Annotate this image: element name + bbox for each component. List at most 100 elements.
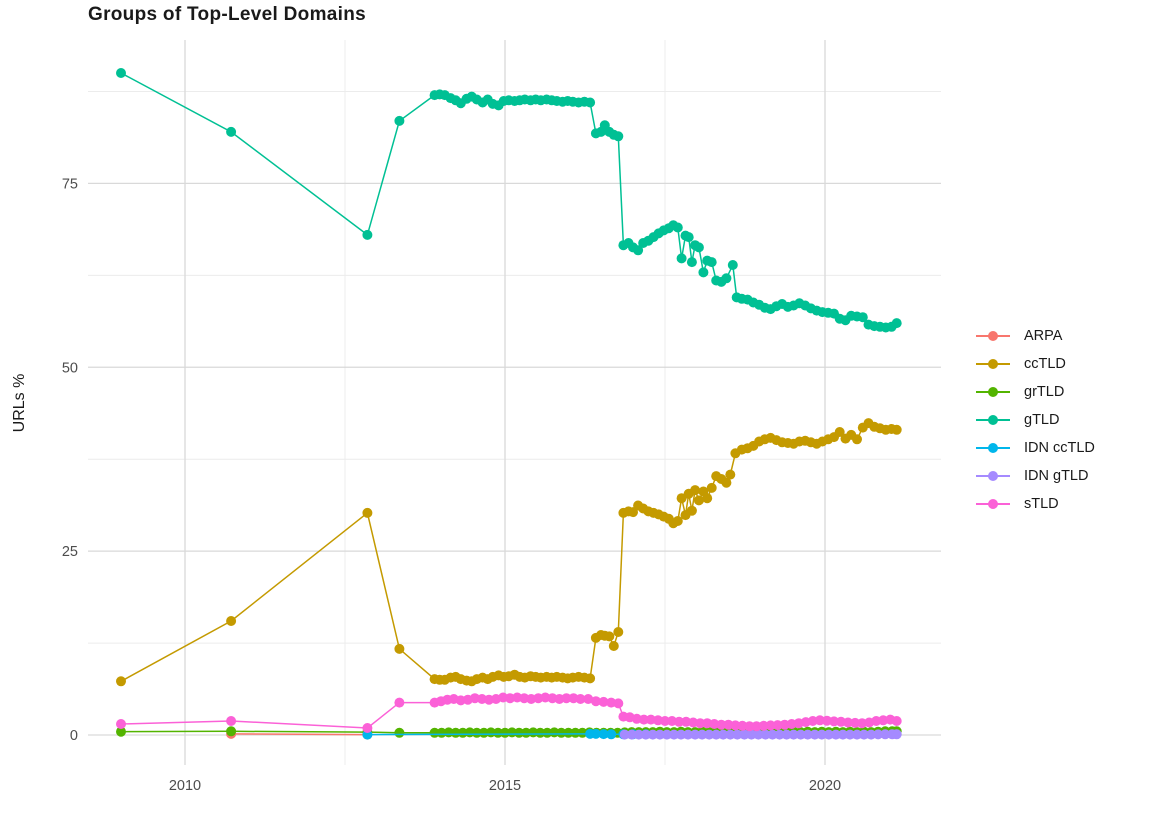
legend-key-icon bbox=[976, 358, 1010, 370]
y-tick-label: 75 bbox=[62, 176, 78, 192]
legend-key-icon bbox=[976, 498, 1010, 510]
data-point-stld bbox=[695, 718, 706, 729]
x-tick-label: 2010 bbox=[169, 778, 201, 794]
data-point-stld bbox=[116, 719, 126, 729]
data-point-stld bbox=[751, 721, 762, 732]
legend-item-grtld: grTLD bbox=[976, 378, 1095, 406]
x-tick-label: 2020 bbox=[809, 778, 841, 794]
data-point-idn-gtld bbox=[697, 729, 708, 740]
data-point-idn-gtld bbox=[866, 729, 877, 740]
data-point-gtld bbox=[362, 229, 373, 240]
data-point-idn-gtld bbox=[802, 729, 813, 740]
data-point-gtld bbox=[686, 257, 697, 268]
data-point-gtld bbox=[857, 312, 868, 323]
data-point-stld bbox=[850, 717, 861, 728]
legend-item-stld: sTLD bbox=[976, 490, 1095, 518]
x-tick-label: 2015 bbox=[489, 778, 521, 794]
data-point-idn-gtld bbox=[746, 729, 757, 740]
data-point-idn-gtld bbox=[669, 729, 679, 740]
series-arpa bbox=[226, 728, 373, 740]
data-point-stld bbox=[765, 720, 776, 731]
data-point-cctld bbox=[702, 493, 713, 504]
data-point-cctld bbox=[672, 516, 683, 526]
y-tick-label: 25 bbox=[62, 544, 78, 560]
data-point-gtld bbox=[676, 253, 687, 264]
data-point-stld bbox=[744, 721, 755, 732]
data-point-idn-gtld bbox=[661, 729, 672, 740]
data-point-gtld bbox=[698, 267, 709, 278]
data-point-gtld bbox=[683, 232, 694, 243]
data-point-idn-gtld bbox=[837, 729, 848, 740]
data-point-idn-gtld bbox=[732, 729, 743, 740]
data-point-idn-gtld bbox=[683, 729, 693, 740]
legend-item-gtld: gTLD bbox=[976, 406, 1095, 434]
data-point-idn-gtld bbox=[626, 729, 637, 740]
data-point-cctld bbox=[690, 485, 701, 496]
data-point-cctld bbox=[585, 673, 596, 684]
data-point-idn-gtld bbox=[711, 729, 722, 740]
data-point-gtld bbox=[394, 115, 405, 126]
data-point-grtld bbox=[514, 727, 525, 738]
data-point-idn-gtld bbox=[823, 729, 834, 740]
y-tick-label: 0 bbox=[70, 728, 78, 744]
data-point-stld bbox=[613, 698, 624, 709]
data-point-idn-gtld bbox=[619, 729, 630, 740]
data-point-idn-gtld bbox=[859, 729, 869, 740]
data-point-cctld bbox=[721, 477, 732, 488]
data-point-grtld bbox=[556, 727, 567, 738]
data-point-grtld bbox=[471, 727, 482, 738]
legend-label: ARPA bbox=[1024, 328, 1063, 344]
data-point-idn-gtld bbox=[891, 729, 902, 740]
data-point-idn-cctld bbox=[590, 728, 601, 739]
data-point-stld bbox=[660, 716, 670, 726]
data-point-grtld bbox=[535, 727, 546, 738]
data-point-gtld bbox=[727, 260, 738, 270]
data-point-idn-gtld bbox=[830, 729, 841, 740]
series-cctld bbox=[116, 418, 902, 687]
data-point-gtld bbox=[613, 131, 624, 142]
data-point-idn-cctld bbox=[598, 729, 609, 740]
y-axis-title: URLs % bbox=[11, 374, 28, 433]
data-point-stld bbox=[561, 693, 572, 704]
legend: ARPA ccTLD grTLD gTLD IDN ccTLD IDN gTLD sTLD bbox=[976, 322, 1095, 518]
data-point-grtld bbox=[450, 727, 461, 738]
data-point-gtld bbox=[721, 273, 732, 284]
data-point-grtld bbox=[563, 727, 574, 738]
legend-key-icon bbox=[976, 414, 1010, 426]
data-point-idn-gtld bbox=[852, 729, 862, 740]
legend-key-icon bbox=[976, 386, 1010, 398]
data-point-idn-gtld bbox=[816, 729, 827, 740]
legend-item-arpa: ARPA bbox=[976, 322, 1095, 350]
series-line-arpa bbox=[231, 733, 368, 736]
data-point-idn-gtld bbox=[633, 729, 644, 740]
data-point-idn-gtld bbox=[845, 729, 855, 740]
data-point-stld bbox=[394, 697, 405, 708]
data-point-cctld bbox=[725, 469, 736, 480]
legend-label: sTLD bbox=[1024, 496, 1059, 512]
data-point-cctld bbox=[362, 507, 373, 518]
data-point-stld bbox=[737, 720, 748, 731]
data-point-gtld bbox=[672, 222, 683, 233]
data-point-grtld bbox=[394, 727, 405, 738]
data-point-cctld bbox=[834, 427, 845, 437]
data-point-stld bbox=[891, 716, 902, 726]
data-point-cctld bbox=[608, 641, 619, 651]
data-point-grtld bbox=[493, 727, 503, 738]
data-point-stld bbox=[674, 716, 685, 727]
data-point-stld bbox=[843, 717, 853, 728]
data-point-grtld bbox=[436, 727, 447, 738]
data-point-cctld bbox=[852, 434, 862, 445]
data-point-cctld bbox=[116, 676, 126, 687]
data-point-idn-gtld bbox=[788, 729, 799, 740]
data-point-gtld bbox=[116, 68, 126, 78]
data-point-idn-gtld bbox=[654, 729, 665, 740]
data-point-idn-gtld bbox=[718, 729, 729, 740]
legend-key-icon bbox=[976, 330, 1010, 342]
data-point-stld bbox=[638, 714, 649, 725]
data-point-idn-gtld bbox=[676, 729, 686, 740]
data-point-grtld bbox=[429, 727, 440, 738]
data-point-idn-gtld bbox=[640, 729, 651, 740]
legend-item-idn-gtld: IDN gTLD bbox=[976, 462, 1095, 490]
data-point-idn-gtld bbox=[704, 729, 715, 740]
